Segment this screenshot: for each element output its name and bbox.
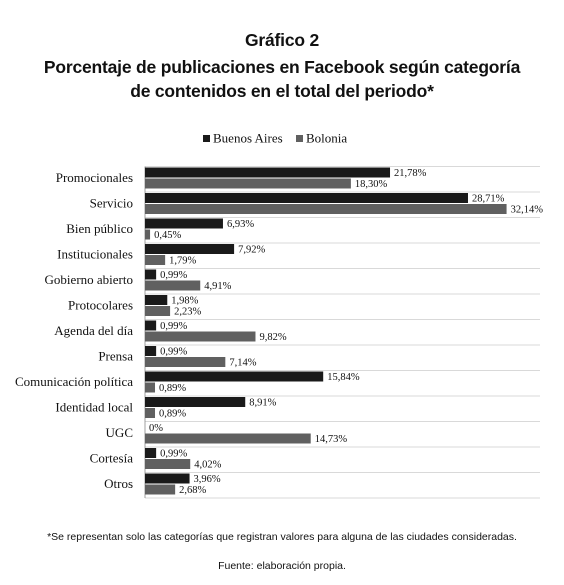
bar-buenos-aires (145, 295, 168, 305)
data-label: 1,98% (171, 296, 198, 307)
bar-bolonia (145, 178, 351, 189)
bar-buenos-aires (145, 473, 190, 484)
bar-buenos-aires (145, 193, 468, 203)
data-label: 28,71% (472, 194, 505, 205)
data-label: 6,93% (227, 219, 254, 230)
bar-buenos-aires (145, 218, 223, 229)
bar-bolonia (145, 382, 156, 393)
data-label: 21,78% (394, 168, 427, 179)
source-note: Fuente: elaboración propia. (218, 560, 346, 572)
bar-bolonia (145, 255, 166, 265)
bar-buenos-aires (145, 397, 246, 407)
bar-bolonia (145, 484, 176, 495)
data-label: 2,68% (179, 485, 206, 496)
chart-title-line3: de contenidos en el total del periodo* (130, 81, 434, 101)
data-label: 0,89% (159, 409, 186, 420)
category-label: Agenda del día (54, 323, 133, 338)
bar-buenos-aires (145, 269, 157, 280)
bar-bolonia (145, 357, 226, 367)
data-label: 18,30% (355, 179, 388, 190)
data-label: 14,73% (315, 434, 348, 445)
data-label: 7,14% (229, 358, 256, 369)
category-label: UGC (106, 425, 133, 440)
bar-bolonia (145, 408, 156, 418)
category-label: Otros (104, 476, 133, 491)
legend-swatch-1 (296, 135, 303, 142)
bar-bolonia (145, 433, 311, 444)
category-label: Identidad local (55, 400, 133, 415)
data-label: 0% (149, 423, 163, 434)
data-label: 0,99% (160, 449, 187, 460)
bar-bolonia (145, 306, 171, 316)
category-label: Promocionales (56, 170, 133, 185)
category-label: Bien público (66, 221, 133, 236)
data-label: 0,99% (160, 270, 187, 281)
data-label: 0,89% (159, 383, 186, 394)
category-label: Protocolares (68, 298, 133, 313)
data-label: 0,99% (160, 321, 187, 332)
category-label: Cortesía (90, 451, 134, 466)
data-label: 4,91% (204, 281, 231, 292)
data-label: 2,23% (174, 307, 201, 318)
bar-buenos-aires (145, 371, 324, 382)
data-label: 15,84% (327, 372, 360, 383)
legend-label-0: Buenos Aires (213, 131, 283, 146)
chart-title-line2: Porcentaje de publicaciones en Facebook … (43, 57, 521, 77)
bar-buenos-aires (145, 448, 157, 458)
category-label: Institucionales (57, 247, 133, 262)
bar-chart: Buenos Aires Bolonia Promocionales 21,78% 18… (15, 131, 544, 499)
data-label: 1,79% (169, 256, 196, 267)
legend-label-1: Bolonia (306, 131, 347, 146)
data-label: 8,91% (249, 398, 276, 409)
category-label: Comunicación política (15, 374, 133, 389)
bar-buenos-aires (145, 167, 391, 178)
bar-bolonia (145, 229, 151, 240)
bar-bolonia (145, 459, 191, 469)
bar-bolonia (145, 331, 256, 342)
data-label: 32,14% (511, 205, 544, 216)
chart-title-line1: Gráfico 2 (244, 30, 320, 50)
bar-bolonia (145, 280, 201, 291)
category-label: Gobierno abierto (45, 272, 133, 287)
data-label: 9,82% (259, 332, 286, 343)
data-label: 0,99% (160, 347, 187, 358)
data-label: 0,45% (154, 230, 181, 241)
category-label: Servicio (90, 196, 133, 211)
bar-bolonia (145, 204, 507, 214)
data-label: 7,92% (238, 245, 265, 256)
footnote: *Se representan solo las categorías que … (47, 531, 517, 543)
data-label: 3,96% (194, 474, 221, 485)
data-label: 4,02% (194, 460, 221, 471)
bar-buenos-aires (145, 320, 157, 331)
category-label: Prensa (98, 349, 133, 364)
bar-buenos-aires (145, 346, 157, 356)
legend-swatch-0 (203, 135, 210, 142)
bar-buenos-aires (145, 244, 235, 254)
